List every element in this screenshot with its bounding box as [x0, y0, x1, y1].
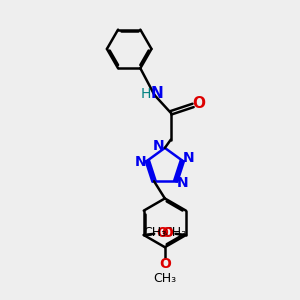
Text: N: N — [152, 139, 164, 152]
Text: CH₃: CH₃ — [143, 226, 166, 239]
Text: N: N — [135, 155, 147, 169]
Text: N: N — [183, 151, 195, 165]
Text: O: O — [156, 226, 168, 240]
Text: O: O — [159, 257, 171, 272]
Text: N: N — [176, 176, 188, 190]
Text: N: N — [151, 86, 164, 101]
Text: O: O — [162, 226, 173, 240]
Text: O: O — [192, 96, 205, 111]
Text: CH₃: CH₃ — [164, 226, 187, 239]
Text: H: H — [141, 86, 151, 100]
Text: CH₃: CH₃ — [153, 272, 176, 285]
